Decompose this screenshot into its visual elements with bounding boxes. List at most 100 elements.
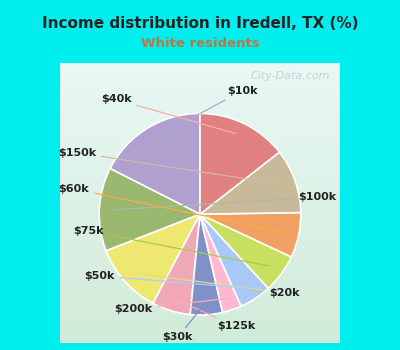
Text: $125k: $125k <box>177 300 256 331</box>
Bar <box>60 85 340 88</box>
Bar <box>60 150 340 153</box>
Bar <box>60 136 340 139</box>
Bar <box>60 206 340 209</box>
Text: $30k: $30k <box>162 305 204 342</box>
Bar <box>60 312 340 315</box>
Bar <box>60 290 340 293</box>
Bar <box>60 262 340 265</box>
Bar <box>60 214 340 217</box>
Bar <box>60 248 340 251</box>
Wedge shape <box>200 214 268 306</box>
Bar <box>60 251 340 253</box>
Bar <box>60 301 340 304</box>
Bar <box>60 321 340 323</box>
Bar <box>60 147 340 150</box>
Bar <box>60 164 340 167</box>
Bar <box>60 304 340 307</box>
Bar <box>60 267 340 270</box>
Bar <box>60 309 340 312</box>
Bar <box>60 329 340 332</box>
Bar <box>60 223 340 225</box>
Bar <box>60 298 340 301</box>
Bar <box>60 105 340 108</box>
Wedge shape <box>99 169 200 251</box>
Bar <box>60 172 340 175</box>
Bar <box>60 234 340 237</box>
Bar <box>60 197 340 200</box>
Bar <box>60 242 340 245</box>
Bar <box>60 195 340 197</box>
Bar <box>60 203 340 206</box>
Bar <box>60 77 340 80</box>
Wedge shape <box>200 212 301 257</box>
Bar <box>60 130 340 133</box>
Bar <box>60 181 340 183</box>
Bar <box>60 183 340 186</box>
Bar <box>60 116 340 119</box>
Bar <box>60 102 340 105</box>
Text: $75k: $75k <box>73 226 269 266</box>
Bar <box>60 91 340 94</box>
Bar <box>60 144 340 147</box>
Wedge shape <box>190 214 223 315</box>
Bar <box>60 217 340 220</box>
Bar <box>60 326 340 329</box>
Bar <box>60 108 340 111</box>
Bar <box>60 175 340 178</box>
Bar <box>60 315 340 318</box>
Text: $150k: $150k <box>58 148 281 184</box>
Bar <box>60 209 340 211</box>
Text: Income distribution in Iredell, TX (%): Income distribution in Iredell, TX (%) <box>42 16 358 31</box>
Bar <box>60 323 340 326</box>
Bar <box>60 111 340 113</box>
Bar <box>60 99 340 102</box>
Bar <box>60 127 340 130</box>
Text: City-Data.com: City-Data.com <box>250 71 330 82</box>
Bar <box>60 239 340 242</box>
Bar <box>60 155 340 158</box>
Bar <box>60 97 340 99</box>
Bar <box>60 231 340 234</box>
Text: $100k: $100k <box>114 193 337 210</box>
Bar <box>60 318 340 321</box>
Bar <box>60 169 340 172</box>
Bar <box>60 220 340 223</box>
Wedge shape <box>106 214 200 303</box>
Bar <box>60 158 340 161</box>
Text: $10k: $10k <box>156 86 257 137</box>
Text: $40k: $40k <box>101 94 236 134</box>
Bar <box>60 161 340 164</box>
Bar <box>60 287 340 290</box>
Text: $20k: $20k <box>136 274 299 298</box>
Bar <box>60 228 340 231</box>
Bar <box>60 340 340 343</box>
Wedge shape <box>200 152 301 214</box>
Bar <box>60 253 340 256</box>
Bar <box>60 119 340 122</box>
Wedge shape <box>153 214 200 315</box>
Bar <box>60 88 340 91</box>
Bar <box>60 279 340 281</box>
Bar <box>60 332 340 335</box>
Bar <box>60 122 340 125</box>
Bar <box>60 63 340 66</box>
Bar <box>60 270 340 273</box>
Bar <box>60 200 340 203</box>
Bar <box>60 276 340 279</box>
Text: $60k: $60k <box>59 184 284 232</box>
Bar <box>60 293 340 295</box>
Bar <box>60 80 340 83</box>
Text: White residents: White residents <box>141 37 259 50</box>
Bar <box>60 237 340 239</box>
Bar <box>60 69 340 71</box>
Bar <box>60 281 340 284</box>
Bar <box>60 74 340 77</box>
Bar <box>60 186 340 189</box>
Bar <box>60 259 340 262</box>
Bar <box>60 125 340 127</box>
Bar <box>60 189 340 192</box>
Text: $200k: $200k <box>114 299 226 314</box>
Bar <box>60 337 340 340</box>
Bar <box>60 225 340 228</box>
Bar <box>60 284 340 287</box>
